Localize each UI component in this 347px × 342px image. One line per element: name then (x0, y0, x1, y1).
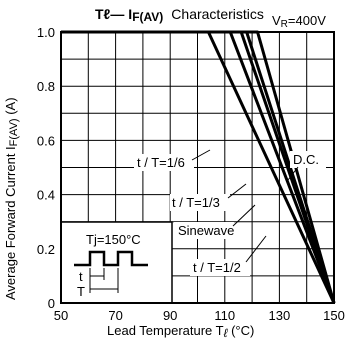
leader-sinewave (232, 204, 256, 227)
plot-frame (60, 31, 335, 304)
label-bg-1-6 (134, 154, 194, 171)
y-tick-label: 0.4 (37, 188, 55, 203)
x-tick-label: 150 (323, 308, 345, 323)
label-bg-sine (174, 222, 234, 239)
leader-1-2 (245, 235, 267, 263)
x-axis-label-unit: (°C) (227, 323, 254, 338)
y-tick-label: 1.0 (37, 25, 55, 40)
x-axis-label-symbol: ℓ (224, 326, 229, 340)
condition-sub: R (281, 19, 288, 30)
x-tick-label: 50 (54, 308, 68, 323)
y-tick-label: 0.8 (37, 79, 55, 94)
series-label-1-2: t / T=1/2 (193, 260, 241, 275)
chart-title: Tℓ— IF(AV) Characteristics (95, 6, 264, 24)
label-bg-1-3 (170, 194, 230, 211)
series-label-1-6: t / T=1/6 (137, 155, 185, 170)
condition-label: VR=400V (272, 13, 326, 30)
x-axis-label: Lead Temperature Tℓ (°C) (107, 323, 254, 340)
series-label-1-3: t / T=1/3 (172, 195, 220, 210)
condition-main: V (272, 13, 281, 28)
y-axis-label-sub: F(AV) (8, 118, 20, 146)
inset-label-t: t (79, 269, 83, 284)
y-axis-label: Average Forward Current IF(AV) (A) (3, 97, 20, 300)
chart-title-left: Tℓ— I (95, 6, 132, 22)
label-bg-1-2 (190, 259, 250, 276)
chart-title-sub: F(AV) (132, 10, 163, 24)
y-tick-labels: 0 0.2 0.4 0.6 0.8 1.0 (37, 25, 55, 311)
x-tick-labels: 50 70 90 110 130 150 (54, 308, 345, 323)
inset-label-tj: Tj=150°C (86, 232, 141, 247)
x-tick-label: 90 (163, 308, 177, 323)
y-tick-label: 0.2 (37, 242, 55, 257)
condition-value: =400V (288, 13, 326, 28)
x-tick-label: 70 (108, 308, 122, 323)
y-axis-label-unit: (A) (3, 97, 18, 118)
inset-label-T: T (77, 284, 85, 299)
chart-title-right: Characteristics (171, 6, 264, 22)
series-label-sinewave: Sinewave (178, 223, 234, 238)
x-tick-label: 130 (269, 308, 291, 323)
pulse-waveform (74, 250, 148, 267)
series-label-dc: D.C. (293, 152, 319, 167)
label-bg-dc (290, 151, 326, 168)
x-tick-label: 110 (214, 308, 235, 323)
leader-1-6 (191, 149, 211, 161)
leader-1-3 (227, 183, 247, 199)
y-tick-label: 0.6 (37, 133, 55, 148)
y-tick-label: 0 (48, 296, 55, 311)
leader-dc (287, 166, 299, 181)
y-axis-label-text: Average Forward Current I (3, 146, 18, 300)
x-axis-label-text: Lead Temperature T (107, 323, 224, 338)
